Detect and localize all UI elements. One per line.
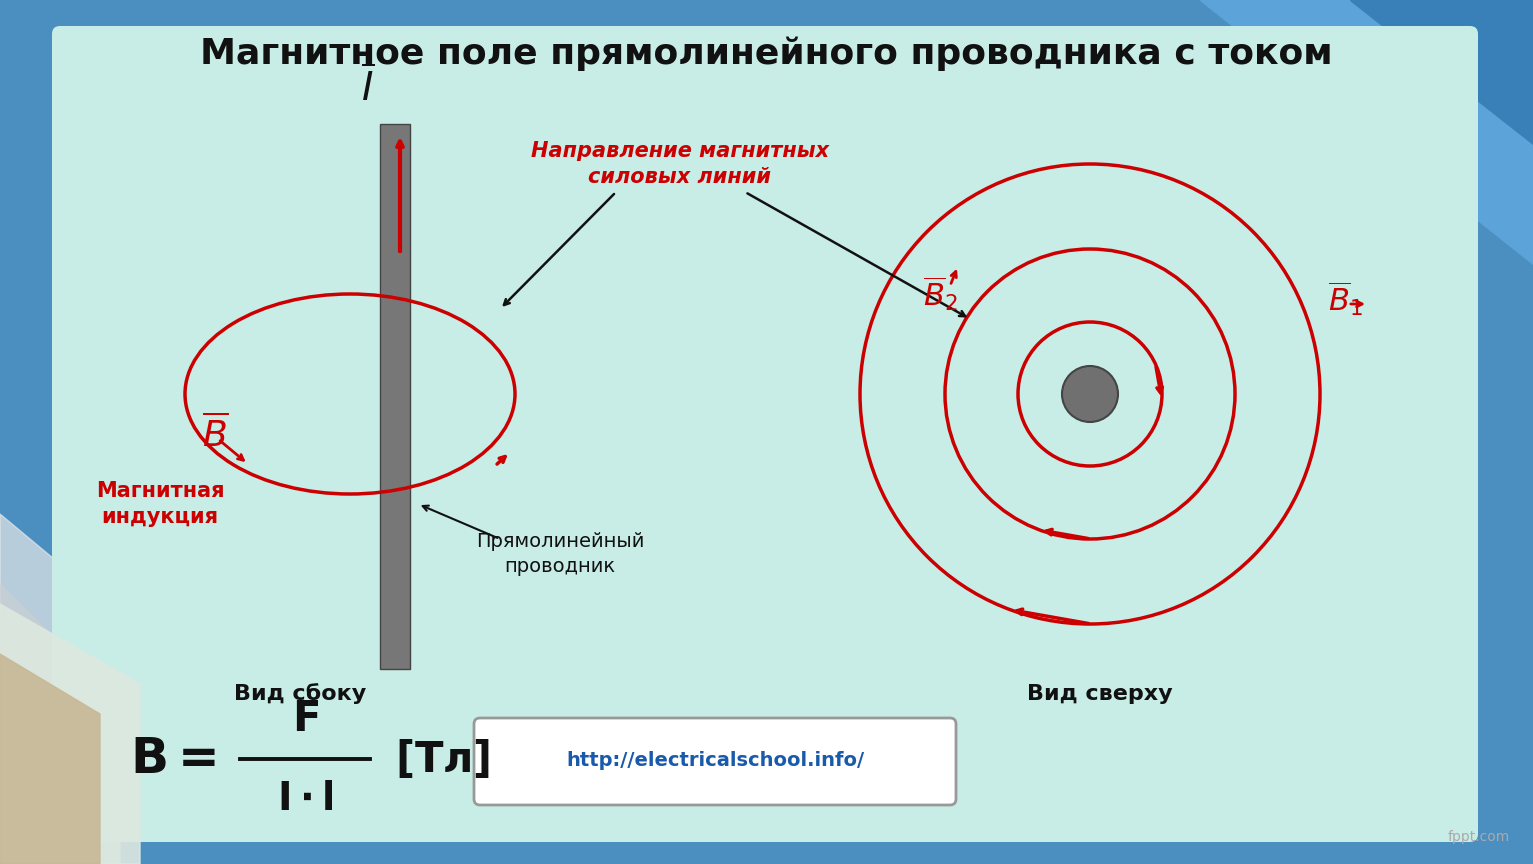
Circle shape — [1062, 366, 1118, 422]
Text: Вид сбоку: Вид сбоку — [235, 683, 366, 704]
Text: $\mathbf{F}$: $\mathbf{F}$ — [291, 698, 319, 740]
Text: $\mathbf{[Тл]}$: $\mathbf{[Тл]}$ — [396, 738, 491, 780]
Polygon shape — [0, 584, 80, 864]
Polygon shape — [1200, 0, 1533, 264]
Polygon shape — [0, 604, 140, 864]
Text: Магнитная
индукция: Магнитная индукция — [95, 480, 224, 527]
Text: fppt.com: fppt.com — [1447, 830, 1510, 844]
Text: $\overline{B}_2$: $\overline{B}_2$ — [923, 275, 958, 314]
Text: $\overline{I}$: $\overline{I}$ — [362, 67, 374, 109]
Polygon shape — [1351, 0, 1533, 144]
Text: Прямолинейный
проводник: Прямолинейный проводник — [475, 532, 644, 576]
Text: $\mathbf{I \cdot l}$: $\mathbf{I \cdot l}$ — [277, 780, 333, 818]
Text: Направление магнитных
силовых линий: Направление магнитных силовых линий — [530, 141, 829, 187]
FancyBboxPatch shape — [52, 26, 1478, 842]
Text: $\overline{B}_1$: $\overline{B}_1$ — [1328, 280, 1363, 318]
Text: Магнитное поле прямолинейного проводника с током: Магнитное поле прямолинейного проводника… — [199, 37, 1332, 71]
FancyBboxPatch shape — [474, 718, 957, 805]
Bar — [380, 124, 409, 669]
Text: $\overline{B}$: $\overline{B}$ — [202, 414, 228, 454]
Text: $\mathbf{B=}$: $\mathbf{B=}$ — [130, 735, 216, 783]
Polygon shape — [0, 654, 100, 864]
Text: http://electricalschool.info/: http://electricalschool.info/ — [566, 752, 865, 771]
Text: Вид сверху: Вид сверху — [1027, 684, 1173, 704]
Polygon shape — [0, 514, 120, 864]
